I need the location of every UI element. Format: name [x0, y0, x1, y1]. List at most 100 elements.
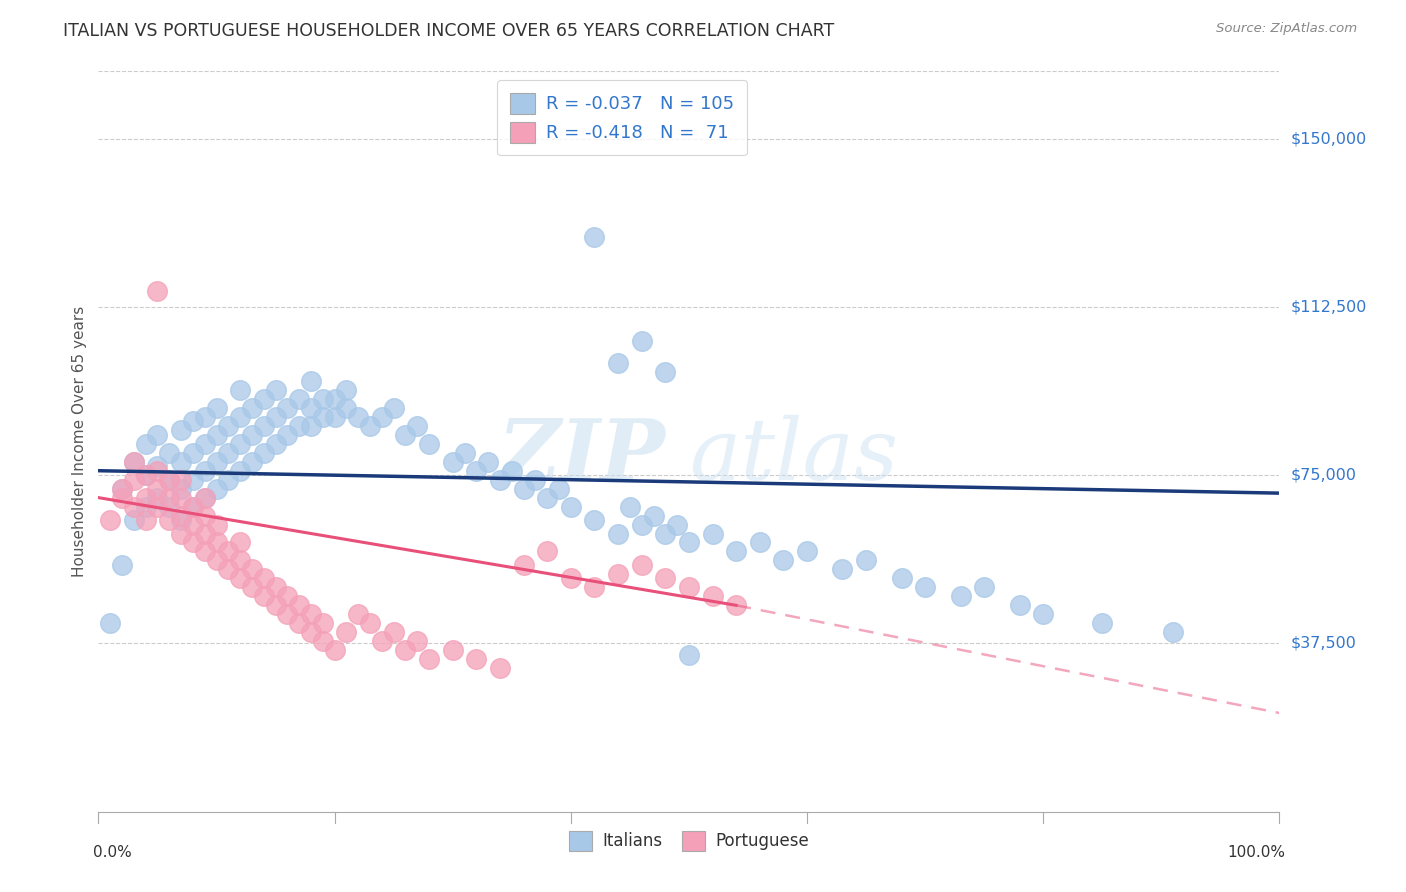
Point: [194, 437, 217, 451]
Point: [194, 491, 217, 505]
Point: [725, 599, 748, 613]
Point: [170, 513, 193, 527]
Point: [914, 580, 936, 594]
Text: 100.0%: 100.0%: [1227, 845, 1285, 860]
Point: [157, 513, 180, 527]
Legend: Italians, Portuguese: Italians, Portuguese: [561, 823, 817, 859]
Point: [654, 526, 676, 541]
Point: [796, 544, 818, 558]
Point: [299, 374, 322, 388]
Point: [170, 526, 193, 541]
Point: [678, 580, 700, 594]
Point: [194, 544, 217, 558]
Point: [299, 418, 322, 433]
Point: [205, 401, 228, 415]
Point: [583, 513, 606, 527]
Point: [229, 571, 252, 585]
Point: [205, 517, 228, 532]
Point: [229, 383, 252, 397]
Point: [194, 526, 217, 541]
Point: [299, 625, 322, 640]
Point: [299, 607, 322, 622]
Point: [276, 427, 298, 442]
Point: [229, 535, 252, 549]
Point: [560, 500, 582, 514]
Text: atlas: atlas: [689, 415, 898, 498]
Text: ZIP: ZIP: [498, 415, 665, 498]
Point: [418, 652, 440, 666]
Point: [264, 580, 287, 594]
Point: [359, 418, 381, 433]
Text: Source: ZipAtlas.com: Source: ZipAtlas.com: [1216, 22, 1357, 36]
Point: [240, 401, 263, 415]
Point: [170, 455, 193, 469]
Point: [122, 455, 145, 469]
Point: [323, 409, 346, 424]
Text: $75,000: $75,000: [1291, 467, 1357, 483]
Point: [181, 414, 204, 428]
Point: [453, 446, 475, 460]
Point: [157, 491, 180, 505]
Point: [157, 473, 180, 487]
Point: [772, 553, 794, 567]
Point: [181, 500, 204, 514]
Point: [831, 562, 853, 576]
Point: [205, 553, 228, 567]
Point: [146, 284, 169, 298]
Point: [229, 464, 252, 478]
Point: [312, 392, 335, 406]
Point: [217, 544, 239, 558]
Point: [855, 553, 877, 567]
Point: [111, 482, 134, 496]
Point: [323, 643, 346, 657]
Point: [288, 616, 311, 631]
Point: [181, 517, 204, 532]
Point: [702, 526, 724, 541]
Point: [194, 508, 217, 523]
Point: [678, 535, 700, 549]
Point: [619, 500, 641, 514]
Point: [146, 500, 169, 514]
Point: [654, 365, 676, 379]
Point: [181, 500, 204, 514]
Point: [205, 427, 228, 442]
Point: [335, 383, 357, 397]
Point: [607, 356, 630, 370]
Text: $150,000: $150,000: [1291, 131, 1367, 146]
Point: [181, 535, 204, 549]
Point: [194, 409, 217, 424]
Point: [288, 599, 311, 613]
Y-axis label: Householder Income Over 65 years: Householder Income Over 65 years: [72, 306, 87, 577]
Point: [181, 473, 204, 487]
Point: [98, 616, 121, 631]
Point: [536, 491, 558, 505]
Point: [276, 401, 298, 415]
Point: [229, 409, 252, 424]
Point: [748, 535, 770, 549]
Point: [253, 571, 276, 585]
Text: 0.0%: 0.0%: [93, 845, 131, 860]
Text: $37,500: $37,500: [1291, 636, 1357, 651]
Point: [630, 334, 652, 348]
Point: [1091, 616, 1114, 631]
Point: [489, 473, 512, 487]
Point: [135, 468, 157, 483]
Point: [205, 455, 228, 469]
Point: [264, 599, 287, 613]
Point: [406, 634, 429, 648]
Point: [135, 491, 157, 505]
Point: [1008, 599, 1031, 613]
Point: [240, 455, 263, 469]
Point: [382, 625, 405, 640]
Point: [312, 409, 335, 424]
Point: [394, 427, 416, 442]
Text: $112,500: $112,500: [1291, 300, 1367, 314]
Point: [111, 558, 134, 572]
Point: [170, 508, 193, 523]
Point: [536, 544, 558, 558]
Point: [335, 401, 357, 415]
Point: [465, 652, 488, 666]
Point: [146, 464, 169, 478]
Point: [1161, 625, 1184, 640]
Point: [111, 491, 134, 505]
